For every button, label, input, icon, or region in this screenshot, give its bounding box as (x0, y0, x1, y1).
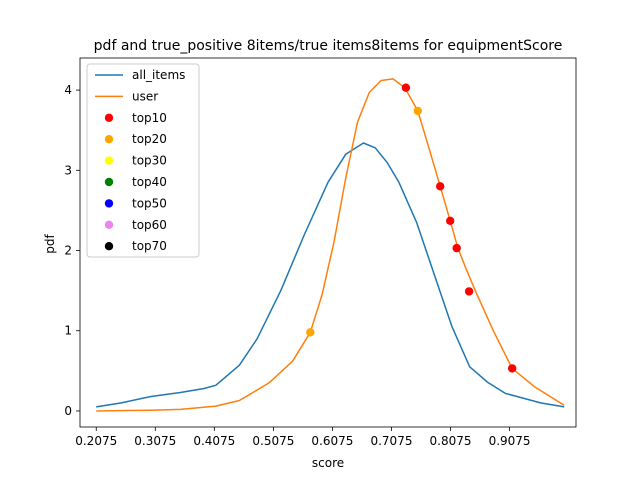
legend-swatch-top40 (104, 177, 114, 187)
legend-label-user: user (132, 89, 158, 103)
data-point-top10 (452, 243, 461, 253)
legend-label-all_items: all_items (132, 68, 185, 82)
legend-swatch-top50 (104, 199, 114, 208)
y-tick-label: 4 (64, 83, 72, 97)
legend-swatch-top10 (104, 113, 114, 123)
x-tick-label: 0.5075 (252, 434, 294, 448)
x-tick-label: 0.3075 (134, 434, 176, 448)
legend-label-top30: top30 (132, 154, 167, 168)
data-point-top20 (306, 328, 315, 337)
legend-swatch-top20 (104, 135, 114, 144)
series-line-user (96, 78, 565, 412)
legend-label-top60: top60 (132, 218, 167, 232)
data-point-top20 (413, 106, 422, 116)
x-axis-label: score (312, 456, 344, 470)
x-tick-label: 0.4075 (193, 434, 235, 448)
legend-label-top50: top50 (132, 196, 167, 210)
y-tick-label: 0 (64, 404, 72, 418)
series-line-all_items (96, 142, 565, 408)
legend-label-top20: top20 (132, 132, 167, 146)
data-point-top10 (508, 364, 517, 373)
legend-label-top70: top70 (132, 239, 167, 253)
legend-label-top10: top10 (132, 111, 167, 125)
legend-label-top40: top40 (132, 175, 167, 189)
data-point-top10 (436, 182, 445, 191)
data-point-top10 (401, 83, 411, 92)
x-tick-label: 0.2075 (75, 434, 117, 448)
data-point-top10 (446, 216, 455, 225)
legend-swatch-top30 (104, 156, 114, 165)
plot-area (96, 78, 565, 412)
data-point-top10 (464, 287, 474, 296)
x-tick-label: 0.6075 (311, 434, 353, 448)
y-tick-label: 3 (64, 163, 72, 177)
legend-box (86, 63, 200, 258)
y-axis-label: pdf (43, 234, 57, 254)
axes-frame (79, 57, 577, 428)
legend-swatch-top60 (104, 220, 114, 229)
chart-title: pdf and true_positive 8items/true items8… (94, 38, 563, 54)
axes: 0.2075 0.3075 0.4075 0.5075 0.6075 0.7075 0.80… (64, 57, 577, 448)
x-tick-label: 0.9075 (489, 434, 531, 448)
y-tick-label: 1 (64, 324, 72, 338)
y-tick-label: 2 (64, 244, 72, 258)
legend-swatch-top70 (104, 242, 114, 251)
x-tick-label: 0.8075 (430, 434, 472, 448)
x-tick-label: 0.7075 (370, 434, 412, 448)
